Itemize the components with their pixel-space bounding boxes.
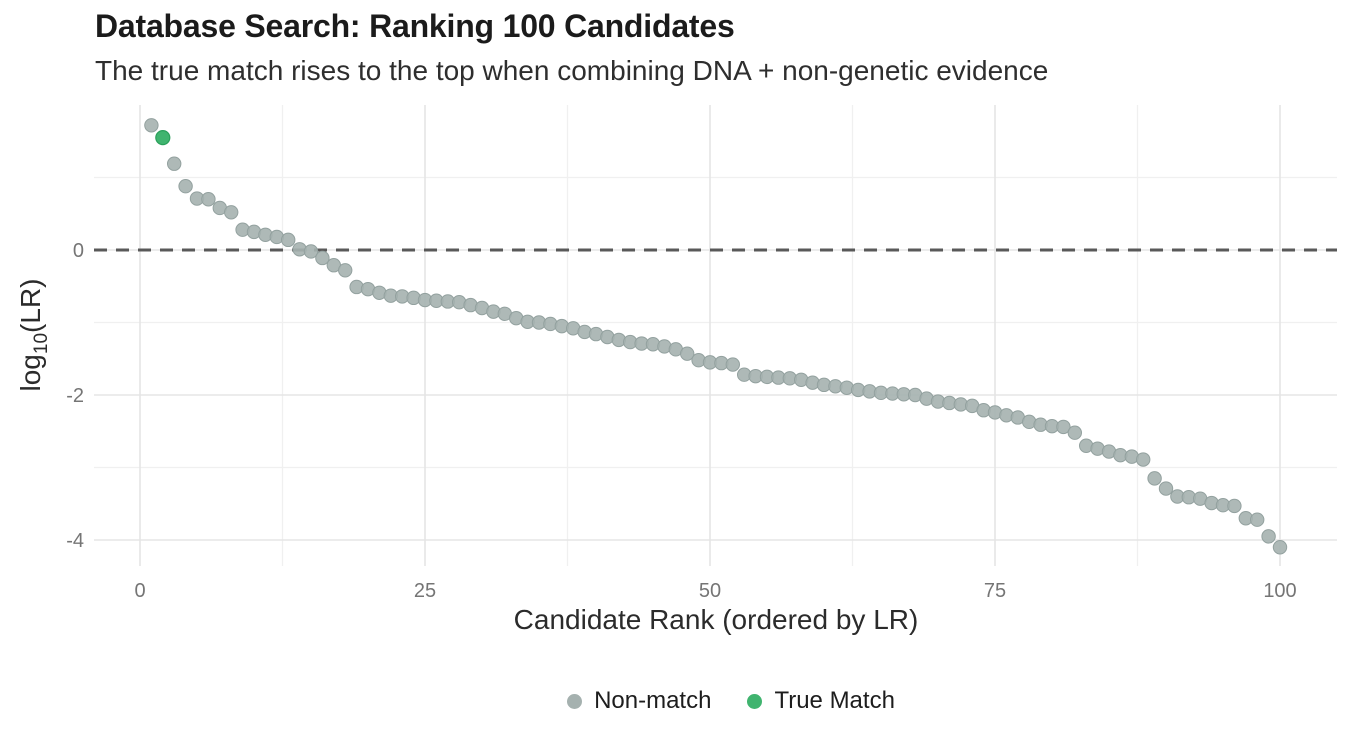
non-match-point [144,118,159,133]
chart-title: Database Search: Ranking 100 Candidates [95,8,735,44]
non-match-point [315,250,330,266]
non-match-point [224,205,239,220]
non-match-point [725,357,740,372]
non-match-point [1136,452,1151,467]
true-match-marker-icon [747,693,763,709]
y-axis-title-subscript: 10 [30,332,52,355]
non-match-point [1227,498,1242,514]
x-tick-label: 0 [134,580,145,602]
non-match-point [201,192,216,207]
non-match-point [167,156,182,171]
non-match-point [303,244,319,259]
y-tick-label: -4 [66,530,84,552]
y-axis-title-base: log [15,354,47,392]
y-axis-title: log10(LR) [15,279,53,392]
non-match-point [1158,481,1174,496]
legend-item-true-match: True Match [747,687,895,715]
non-match-point [1250,512,1265,527]
y-tick-label: 0 [73,240,84,262]
non-match-point [1272,540,1288,555]
legend-label-true-match: True Match [774,687,895,714]
legend-label-non-match: Non-match [594,687,712,714]
x-tick-label: 75 [984,580,1006,602]
x-tick-label: 50 [699,580,721,602]
non-match-point [1056,419,1071,435]
x-tick-label: 25 [414,580,436,602]
non-match-point [1147,471,1162,486]
chart-subtitle: The true match rises to the top when com… [95,55,1049,86]
non-match-marker-icon [567,693,583,709]
non-match-point [680,346,695,361]
non-match-point [178,179,193,194]
x-tick-label: 100 [1263,580,1296,602]
x-axis-title: Candidate Rank (ordered by LR) [513,604,919,635]
non-match-point [338,263,353,278]
legend-item-non-match: Non-match [567,687,711,715]
y-axis-title-rest: (LR) [15,278,47,333]
non-match-point [1261,529,1276,544]
true-match-point [155,130,171,146]
non-match-point [1067,425,1083,440]
non-match-point [281,232,296,248]
legend: Non-match True Match [56,687,1350,715]
y-tick-label: -2 [66,385,84,407]
